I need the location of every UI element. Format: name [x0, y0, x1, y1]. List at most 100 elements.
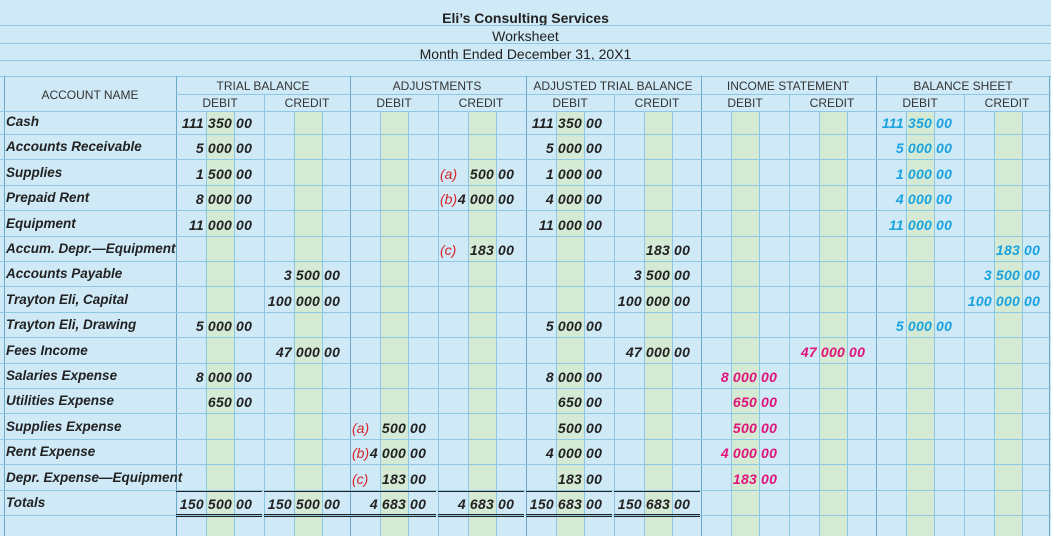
amount-digits: 00	[1024, 242, 1041, 258]
amount-digits: 00	[1024, 293, 1041, 309]
double-rule	[438, 514, 524, 515]
left-border	[4, 76, 5, 536]
column-rule	[731, 111, 732, 536]
debit-credit-divider	[789, 94, 790, 536]
amount-digits: 683	[557, 496, 583, 512]
amount-digits: 00	[761, 369, 778, 385]
amount-digits: 000	[732, 369, 758, 385]
account-name: Salaries Expense	[6, 368, 118, 383]
account-name: Accum. Depr.—Equipment	[6, 241, 176, 256]
amount-band	[731, 111, 759, 536]
amount-digits: 500	[557, 420, 583, 436]
column-rule	[672, 111, 673, 536]
amount-digits: 00	[586, 420, 603, 436]
amount-digits: 500	[995, 267, 1021, 283]
amount-digits: 683	[645, 496, 671, 512]
header-rule	[0, 25, 1051, 26]
double-rule	[526, 514, 612, 515]
amount-digits: 5	[895, 318, 904, 334]
amount-band	[644, 111, 672, 536]
amount-digits: 5	[195, 140, 204, 156]
debit-header: DEBIT	[727, 96, 763, 110]
amount-digits: 00	[936, 115, 953, 131]
amount-digits: 00	[936, 140, 953, 156]
amount-digits: 683	[381, 496, 407, 512]
account-name: Rent Expense	[6, 444, 96, 459]
amount-digits: 00	[936, 217, 953, 233]
amount-digits: 00	[410, 496, 427, 512]
column-rule	[584, 111, 585, 536]
group-divider	[350, 76, 351, 536]
company-name: Eli’s Consulting Services	[442, 10, 609, 26]
double-rule	[176, 514, 262, 515]
column-rule	[906, 111, 907, 536]
amount-digits: 1	[195, 166, 204, 182]
amount-digits: 00	[324, 293, 341, 309]
amount-digits: 00	[236, 318, 253, 334]
amount-digits: 00	[761, 471, 778, 487]
amount-digits: 1	[545, 166, 554, 182]
amount-digits: 000	[207, 140, 233, 156]
account-name: Utilities Expense	[6, 393, 115, 408]
row-rule	[0, 515, 1051, 516]
amount-digits: 183	[645, 242, 671, 258]
row-rule	[0, 159, 1051, 160]
amount-digits: 00	[761, 394, 778, 410]
amount-digits: 00	[586, 166, 603, 182]
amount-digits: 100	[617, 293, 642, 309]
amount-digits: 00	[324, 496, 341, 512]
report-period: Month Ended December 31, 20X1	[419, 46, 632, 62]
column-rule	[1022, 111, 1023, 536]
column-rule	[819, 111, 820, 536]
amount-digits: 150	[267, 496, 292, 512]
amount-digits: 5	[545, 140, 554, 156]
group-divider	[176, 76, 177, 536]
amount-digits: 100	[967, 293, 992, 309]
account-name-header: ACCOUNT NAME	[41, 88, 139, 102]
column-rule	[847, 111, 848, 536]
amount-digits: 00	[410, 420, 427, 436]
double-rule	[176, 516, 262, 517]
amount-digits: 183	[732, 471, 758, 487]
debit-credit-divider	[438, 94, 439, 536]
amount-digits: 650	[557, 394, 583, 410]
amount-digits: 00	[324, 344, 341, 360]
amount-digits: 100	[267, 293, 292, 309]
column-rule	[408, 111, 409, 536]
credit-header: CREDIT	[284, 96, 330, 110]
amount-digits: 00	[586, 115, 603, 131]
total-rule	[438, 491, 524, 492]
double-rule	[350, 516, 436, 517]
amount-digits: 4	[457, 496, 466, 512]
debit-credit-divider	[264, 94, 265, 536]
amount-digits: 00	[586, 217, 603, 233]
amount-digits: 00	[849, 344, 866, 360]
column-rule	[556, 111, 557, 536]
credit-header: CREDIT	[984, 96, 1030, 110]
adjustment-key-label: (c)	[440, 242, 457, 258]
amount-digits: 00	[674, 242, 691, 258]
amount-digits: 00	[410, 471, 427, 487]
amount-digits: 000	[381, 445, 407, 461]
amount-digits: 47	[275, 344, 292, 360]
amount-digits: 500	[295, 267, 321, 283]
subheader-rule	[176, 94, 1051, 95]
amount-digits: 00	[324, 267, 341, 283]
amount-digits: 11	[888, 217, 904, 233]
account-name: Fees Income	[6, 343, 88, 358]
group-divider	[876, 76, 877, 536]
amount-digits: 683	[469, 496, 495, 512]
column-rule	[294, 111, 295, 536]
debit-header: DEBIT	[902, 96, 938, 110]
header-rule	[0, 76, 1051, 77]
column-group-header: INCOME STATEMENT	[726, 79, 850, 93]
amount-digits: 5	[195, 318, 204, 334]
amount-digits: 500	[732, 420, 758, 436]
debit-header: DEBIT	[376, 96, 412, 110]
amount-digits: 111	[181, 115, 204, 131]
amount-digits: 00	[674, 293, 691, 309]
amount-digits: 000	[295, 293, 321, 309]
group-divider	[526, 76, 527, 536]
amount-digits: 000	[645, 293, 671, 309]
row-rule	[0, 490, 1051, 491]
